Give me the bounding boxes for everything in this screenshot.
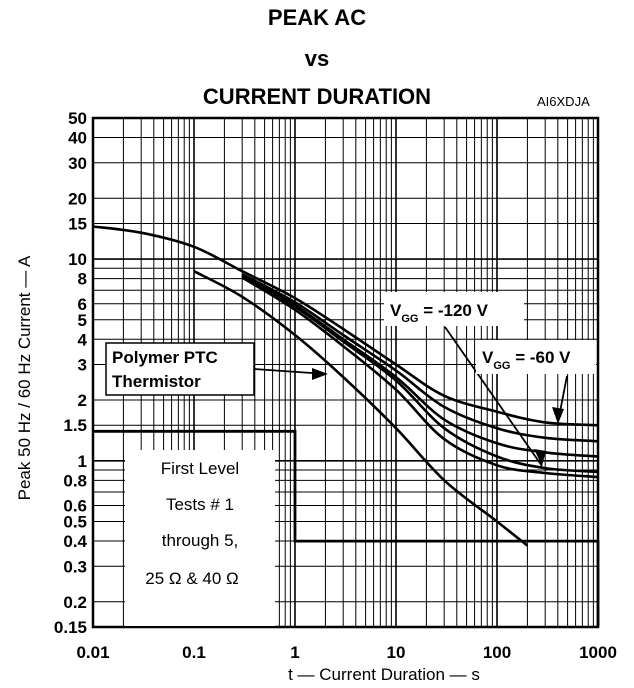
y-tick-label: 0.4 <box>63 532 87 551</box>
y-tick-label: 30 <box>68 154 87 173</box>
vgg-120-arrowhead <box>534 449 546 466</box>
ptc-label-box <box>105 342 255 396</box>
series-line-1 <box>92 225 599 427</box>
x-tick-label: 0.1 <box>182 643 206 662</box>
first-level-line3: through 5, <box>162 531 239 550</box>
plot-frame <box>91 116 600 629</box>
series-line-5 <box>241 276 599 479</box>
y-tick-label: 0.15 <box>54 618 87 637</box>
vgg-60-arrowhead <box>552 407 564 424</box>
x-tick-label: 100 <box>483 643 511 662</box>
x-tick-label: 0.01 <box>76 643 109 662</box>
y-tick-label: 0.5 <box>63 513 87 532</box>
vgg-60-label: VGG = -60 V <box>482 348 571 372</box>
x-tick-label: 1000 <box>579 643 617 662</box>
y-tick-label: 5 <box>78 311 87 330</box>
y-tick-label: 6 <box>78 295 87 314</box>
x-tick-labels: 0.01 0.1 1 10 100 1000 <box>76 643 616 662</box>
series-line-2 <box>241 273 599 443</box>
y-tick-label: 20 <box>68 189 87 208</box>
y-tick-label: 0.8 <box>63 471 87 490</box>
y-tick-label: 1.5 <box>63 416 87 435</box>
y-tick-label: 50 <box>68 109 87 128</box>
y-tick-label: 8 <box>78 270 87 289</box>
y-tick-label: 2 <box>78 391 87 410</box>
ptc-arrowhead <box>312 368 328 380</box>
y-tick-label: 0.3 <box>63 557 87 576</box>
y-tick-label: 1 <box>78 452 87 471</box>
y-tick-label: 3 <box>78 356 87 375</box>
series-line-6 <box>193 270 529 547</box>
y-axis-label: Peak 50 Hz / 60 Hz Current — A <box>15 255 34 500</box>
figure-code: AI6XDJA <box>537 94 590 109</box>
y-tick-label: 40 <box>68 129 87 148</box>
vgg-120-label: VGG = -120 V <box>390 301 489 325</box>
y-tick-label: 4 <box>78 330 88 349</box>
chart-title-line3: CURRENT DURATION <box>202 84 432 109</box>
vgg-120-arrow <box>444 326 543 467</box>
vgg-120-label-bg <box>384 292 524 326</box>
chart-title-line1: PEAK AC <box>267 5 367 30</box>
y-tick-label: 0.2 <box>63 593 87 612</box>
y-tick-label: 10 <box>68 250 87 269</box>
chart-title-line2: vs <box>304 46 330 71</box>
y-tick-label: 0.6 <box>63 497 87 516</box>
first-level-box <box>125 450 275 626</box>
ptc-label-line1: Polymer PTC <box>112 348 218 367</box>
x-tick-label: 10 <box>387 643 406 662</box>
ptc-label-line2: Thermistor <box>112 372 201 391</box>
x-axis-label: t — Current Duration — s <box>288 665 480 684</box>
series-line-4 <box>241 275 599 474</box>
y-tick-label: 15 <box>68 214 87 233</box>
x-tick-label: 1 <box>290 643 299 662</box>
vgg-60-label-bg <box>476 340 596 374</box>
first-level-line1: First Level <box>161 459 239 478</box>
first-level-line2: Tests # 1 <box>166 495 234 514</box>
first-level-line4: 25 Ω & 40 Ω <box>145 569 238 588</box>
